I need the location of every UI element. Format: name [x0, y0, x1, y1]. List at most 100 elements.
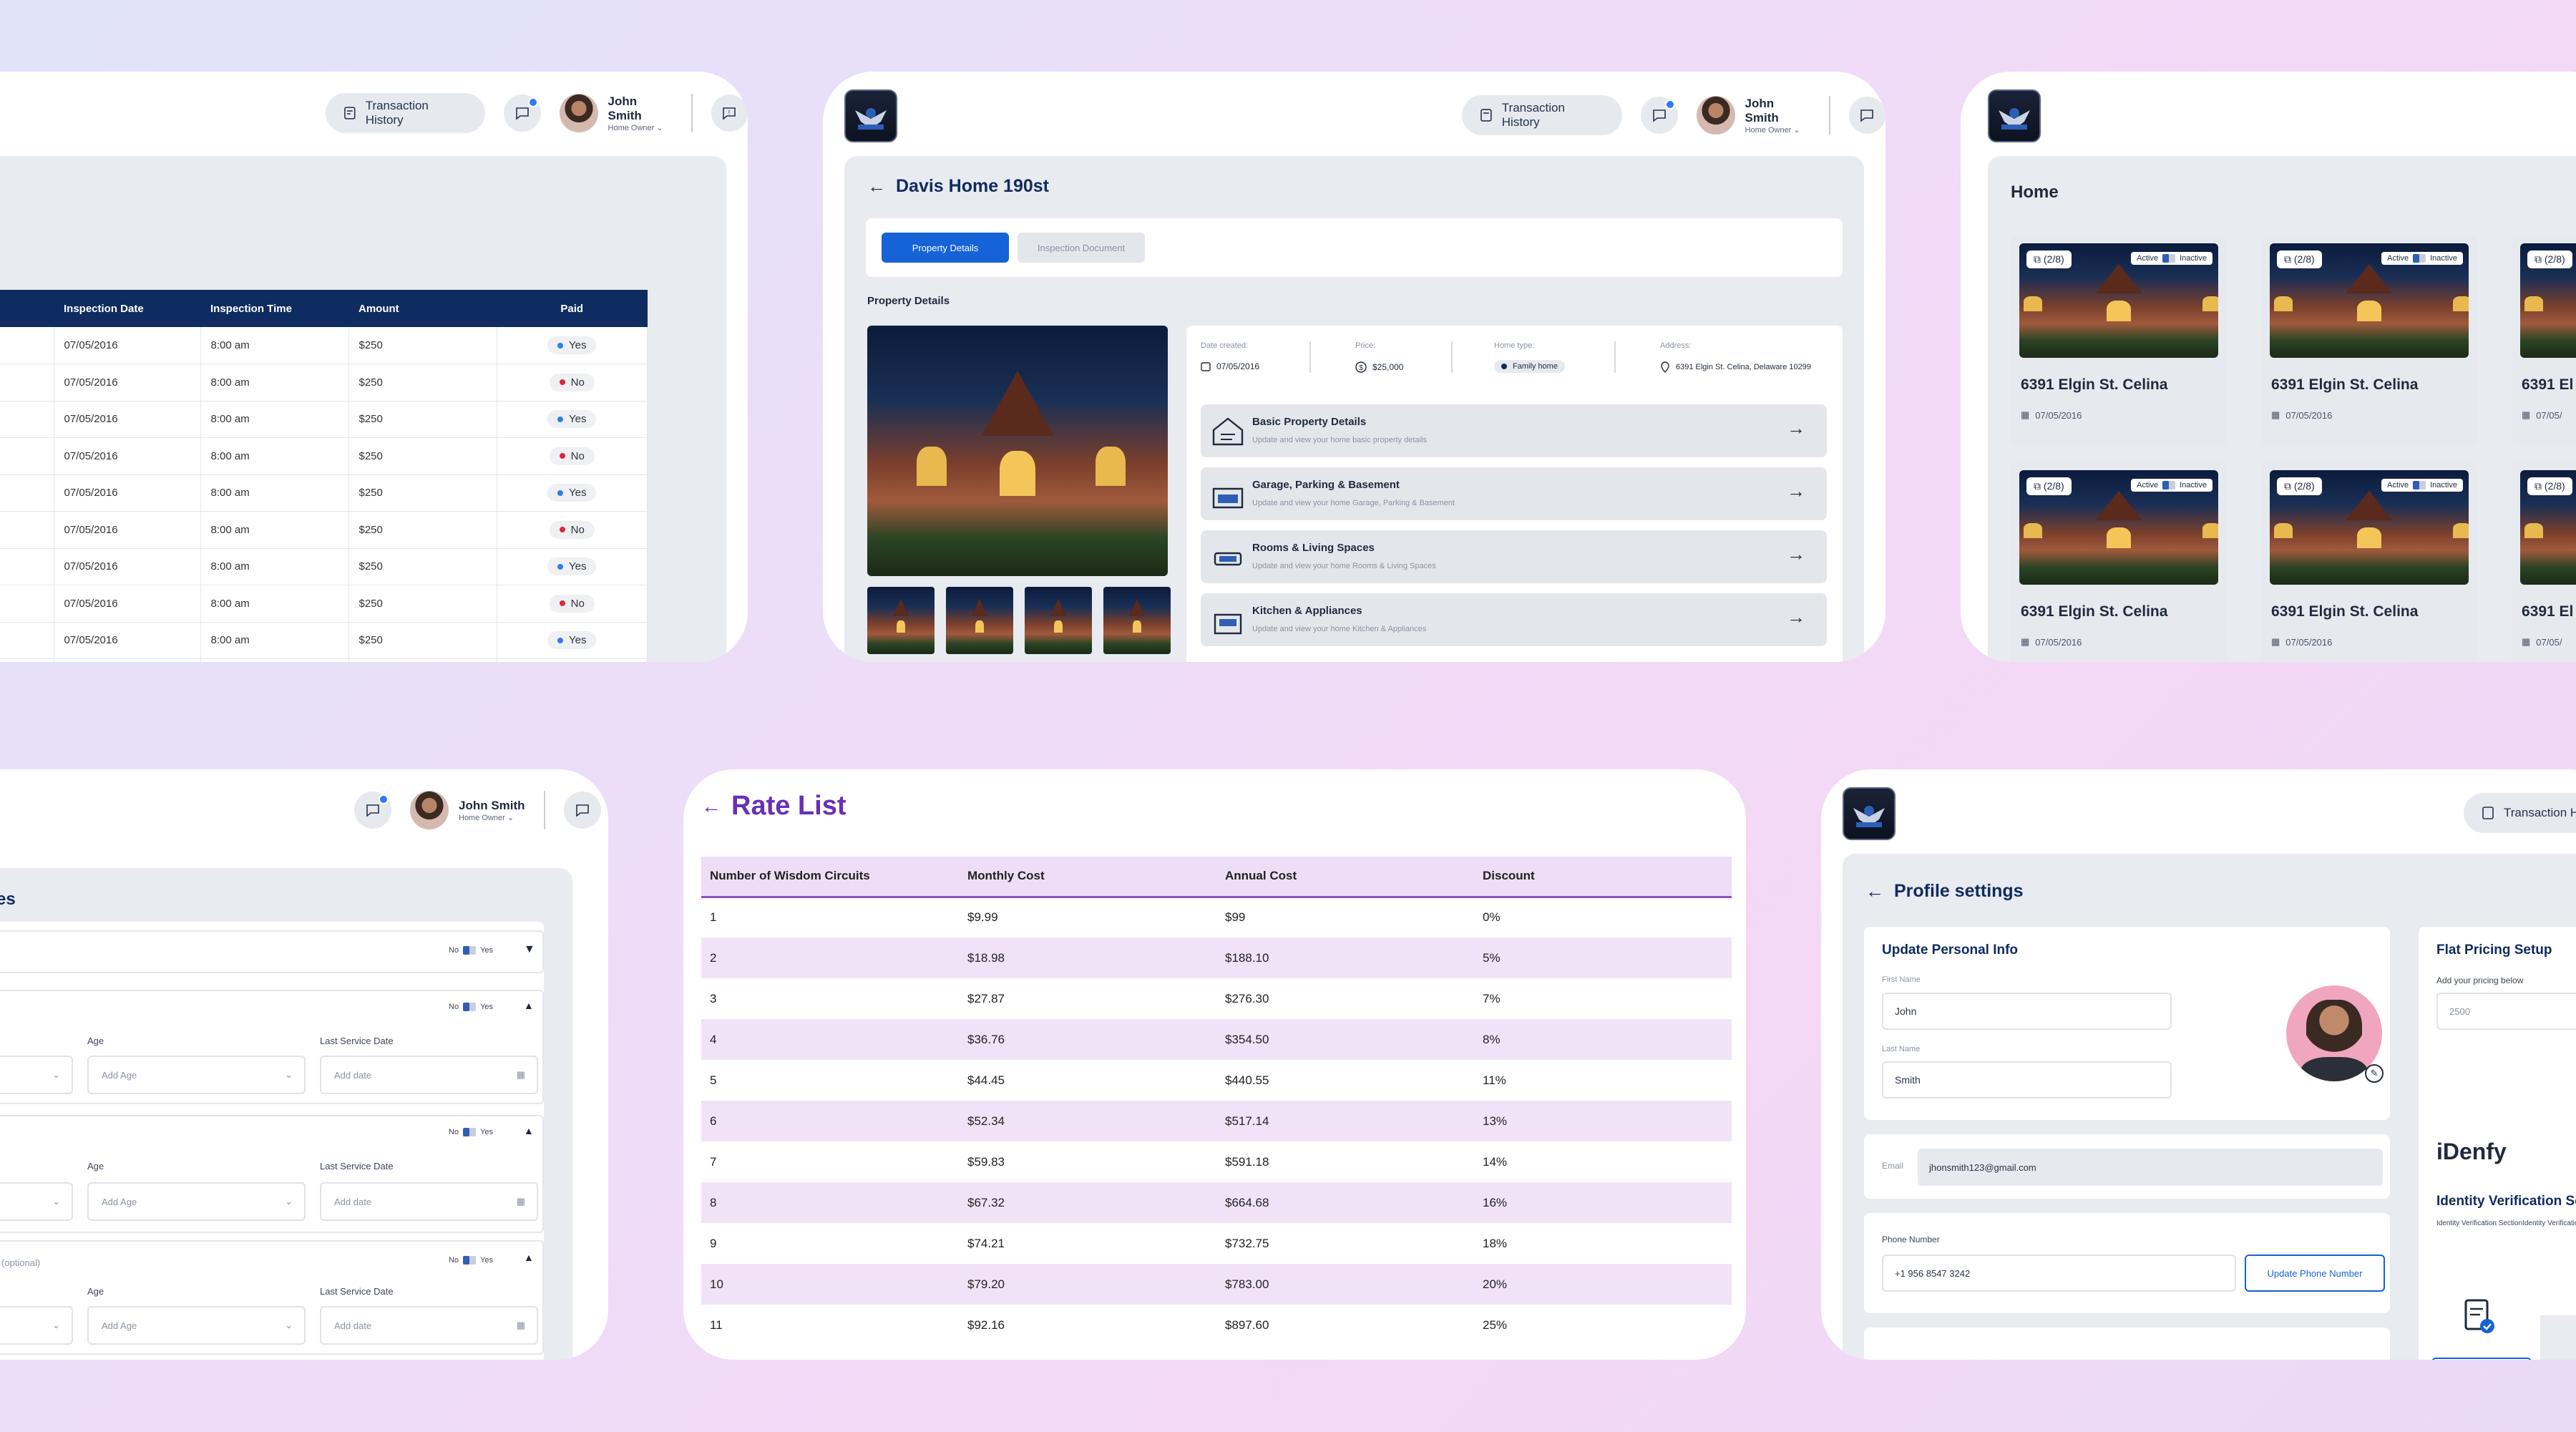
address-value: 6391 Elgin St. Celina, Delaware 10299: [1660, 361, 1811, 373]
user-menu[interactable]: John Smith Home Owner ⌄: [559, 94, 673, 132]
section-subtitle: Update and view your home Kitchen & Appl…: [1252, 625, 1427, 633]
meta-divider: [1451, 341, 1453, 373]
chat-button[interactable]: [504, 94, 541, 132]
chat-icon: [516, 107, 529, 120]
table-cell: 5%: [1474, 937, 1732, 978]
property-card[interactable]: ⧉ (2/8) Active Inactive 6391 Elgin St. Celi…: [2261, 235, 2477, 447]
calendar-icon: ▦: [516, 1196, 525, 1207]
avatar: [559, 94, 598, 132]
back-arrow-icon[interactable]: ←: [867, 175, 886, 197]
paid-badge: Yes: [547, 631, 597, 650]
section-title: Update Personal Info: [1882, 943, 2019, 958]
help-button[interactable]: [1848, 97, 1885, 134]
yes-no-toggle[interactable]: No Yes: [449, 1128, 494, 1136]
back-arrow-icon[interactable]: ←: [1865, 880, 1884, 902]
table-cell: 8:00 am: [200, 548, 349, 585]
last-service-date-input[interactable]: Add date ▦: [320, 1056, 538, 1094]
active-toggle[interactable]: Active Inactive: [2131, 252, 2212, 265]
thumbnail[interactable]: [946, 587, 1013, 654]
active-toggle[interactable]: Active Inactive: [2381, 479, 2463, 492]
dollar-icon: $: [1355, 361, 1367, 373]
document-tile[interactable]: [2419, 1277, 2540, 1360]
property-card[interactable]: ⧉ (2/8) Active Inactive 6391 Elgin St. Celi…: [2011, 235, 2227, 447]
last-service-label: Last Service Date: [320, 1286, 394, 1297]
section-rooms[interactable]: Rooms & Living Spaces Update and view yo…: [1201, 530, 1827, 583]
property-name: 6391 Elgin St. Celina: [2021, 376, 2168, 393]
paid-badge: Yes: [547, 336, 597, 354]
tab-property-details[interactable]: Property Details: [882, 233, 1009, 263]
section-basic-property[interactable]: Basic Property Details Update and view y…: [1201, 404, 1827, 457]
upload-button[interactable]: [2431, 1358, 2532, 1360]
active-toggle[interactable]: Active Inactive: [2381, 252, 2463, 265]
type-select[interactable]: ⌄: [0, 1182, 73, 1221]
tab-inspection-document[interactable]: Inspection Document: [1018, 233, 1145, 263]
chat-button[interactable]: [1641, 97, 1678, 134]
page-header: ← Profile settings: [1865, 880, 2024, 902]
help-button[interactable]: [563, 792, 601, 829]
last-name-input[interactable]: Smith: [1882, 1061, 2172, 1099]
thumbnail[interactable]: [1103, 587, 1171, 654]
section-garage[interactable]: Garage, Parking & Basement Update and vi…: [1201, 467, 1827, 520]
chat-button[interactable]: [354, 792, 391, 829]
section-kitchen[interactable]: Kitchen & Appliances Update and view you…: [1201, 593, 1827, 646]
table-cell: $44.45: [967, 1073, 1005, 1087]
property-card[interactable]: ⧉ (2/8) 6391 El ▦ 07/05/: [2512, 462, 2576, 662]
table-cell: 07/05/2016: [54, 548, 201, 585]
table-cell: $9.99: [967, 910, 998, 925]
tab-bar: Property Details Inspection Document: [866, 218, 1843, 277]
last-service-date-input[interactable]: Add date ▦: [320, 1306, 538, 1345]
yes-no-toggle[interactable]: No Yes: [449, 1003, 494, 1011]
meta-divider: [1309, 341, 1311, 373]
eagle-logo-icon: [1999, 108, 2030, 130]
phone-input[interactable]: +1 956 8547 3242: [1882, 1255, 2236, 1292]
price-input[interactable]: 2500: [2436, 993, 2576, 1030]
yes-no-toggle[interactable]: No Yes: [449, 1256, 494, 1265]
thumbnail[interactable]: [1025, 587, 1092, 654]
property-card[interactable]: ⧉ (2/8) 6391 El ▦ 07/05/: [2512, 235, 2576, 447]
property-card[interactable]: ⧉ (2/8) Active Inactive 6391 Elgin St. Celi…: [2011, 462, 2227, 662]
table-cell: $250: [348, 585, 497, 623]
yes-no-toggle[interactable]: No Yes: [449, 946, 494, 955]
transactions-table: Inspection Date Inspection Time Amount P…: [0, 290, 648, 662]
notification-badge: [1664, 99, 1675, 109]
help-button[interactable]: !: [711, 94, 748, 132]
chevron-up-icon[interactable]: ▲: [524, 1000, 534, 1011]
table-row: 8 $67.32 $664.68 16%: [701, 1182, 1732, 1223]
age-select[interactable]: Add Age ⌄: [87, 1182, 306, 1221]
chevron-up-icon[interactable]: ▲: [524, 1252, 534, 1263]
table-row: 9 $74.21 $732.75 18%: [701, 1223, 1732, 1264]
table-cell: 07/05/2016: [54, 622, 201, 659]
email-input[interactable]: jhonsmith123@gmail.com: [1918, 1149, 2383, 1186]
age-select[interactable]: Add Age ⌄: [87, 1056, 306, 1094]
page-title: Davis Home 190st: [896, 176, 1050, 196]
home-type-badge: Family home: [1494, 360, 1565, 373]
eagle-logo-icon: [855, 108, 887, 130]
chevron-down-icon[interactable]: ▼: [524, 943, 535, 955]
back-arrow-icon[interactable]: ←: [701, 794, 721, 817]
chevron-up-icon[interactable]: ▲: [524, 1125, 534, 1136]
transaction-history-button[interactable]: Transaction His: [2464, 793, 2576, 833]
user-menu[interactable]: John Smith Home Owner ⌄: [1696, 96, 1810, 135]
table-cell: 07/05/2016: [54, 474, 201, 512]
garage-icon: [1212, 487, 1244, 509]
first-name-input[interactable]: John: [1882, 993, 2172, 1030]
thumbnail-strip: [867, 587, 1171, 654]
age-select[interactable]: Add Age ⌄: [87, 1306, 306, 1345]
edit-avatar-icon[interactable]: ✎: [2365, 1064, 2384, 1083]
type-select[interactable]: ⌄: [0, 1306, 73, 1345]
divider: [691, 94, 693, 132]
update-phone-button[interactable]: Update Phone Number: [2245, 1255, 2385, 1292]
property-card[interactable]: ⧉ (2/8) Active Inactive 6391 Elgin St. Celi…: [2261, 462, 2477, 662]
paid-badge: No: [549, 373, 595, 391]
transaction-history-button[interactable]: Transaction History: [1462, 95, 1623, 135]
last-service-date-input[interactable]: Add date ▦: [320, 1182, 538, 1221]
service-row-collapsed[interactable]: No Yes ▼: [0, 930, 544, 973]
active-toggle[interactable]: Active Inactive: [2131, 479, 2212, 492]
table-header-row: Number of Wisdom Circuits Monthly Cost A…: [701, 857, 1732, 898]
user-menu[interactable]: John Smith Home Owner ⌄: [410, 791, 525, 829]
type-select[interactable]: ⌄: [0, 1056, 73, 1094]
table-cell: $664.68: [1216, 1182, 1474, 1223]
transaction-history-button[interactable]: Transaction History: [326, 93, 486, 133]
thumbnail[interactable]: [867, 587, 935, 654]
